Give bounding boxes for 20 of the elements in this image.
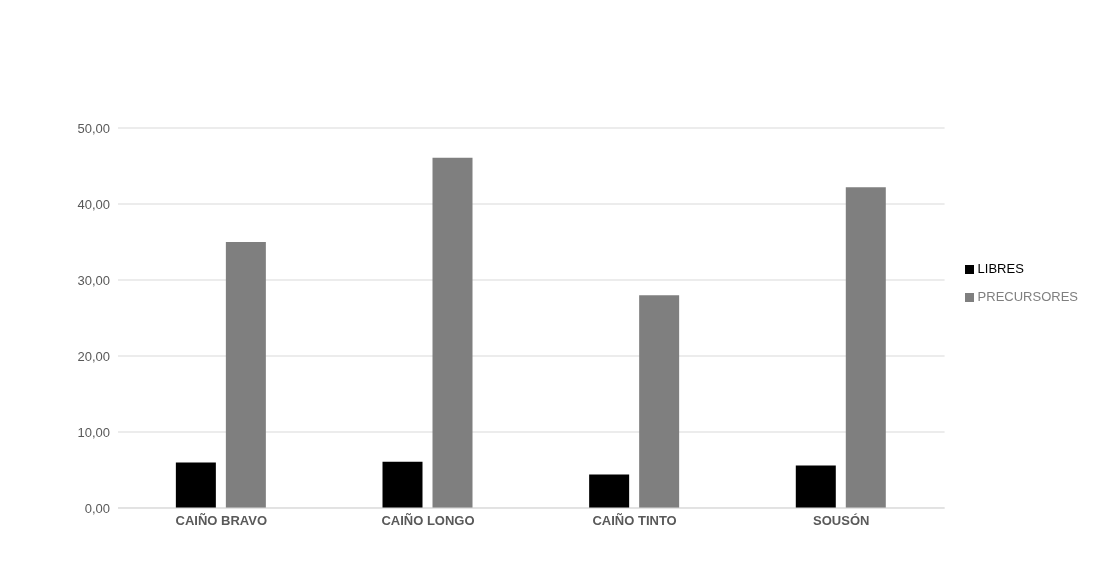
x-tick-label: CAIÑO BRAVO bbox=[175, 513, 268, 529]
bar bbox=[845, 187, 886, 508]
x-tick-label: SOUSÓN bbox=[813, 513, 870, 529]
bar bbox=[589, 474, 630, 508]
bar bbox=[432, 157, 473, 508]
bar bbox=[795, 465, 836, 508]
legend-label: PRECURSORES bbox=[977, 289, 1078, 304]
x-tick-label: CAIÑO LONGO bbox=[381, 513, 475, 529]
y-tick-label: 0,00 bbox=[84, 500, 110, 516]
bar bbox=[225, 242, 266, 508]
bar bbox=[175, 462, 216, 508]
bar bbox=[639, 295, 680, 508]
y-tick-label: 20,00 bbox=[77, 348, 110, 364]
bar bbox=[382, 461, 423, 508]
y-tick-label: 50,00 bbox=[77, 120, 110, 136]
y-tick-label: 40,00 bbox=[77, 196, 110, 212]
y-tick-label: 30,00 bbox=[77, 272, 110, 288]
y-tick-label: 10,00 bbox=[77, 424, 110, 440]
x-tick-label: CAIÑO TINTO bbox=[592, 513, 677, 529]
legend-label: LIBRES bbox=[977, 261, 1024, 276]
